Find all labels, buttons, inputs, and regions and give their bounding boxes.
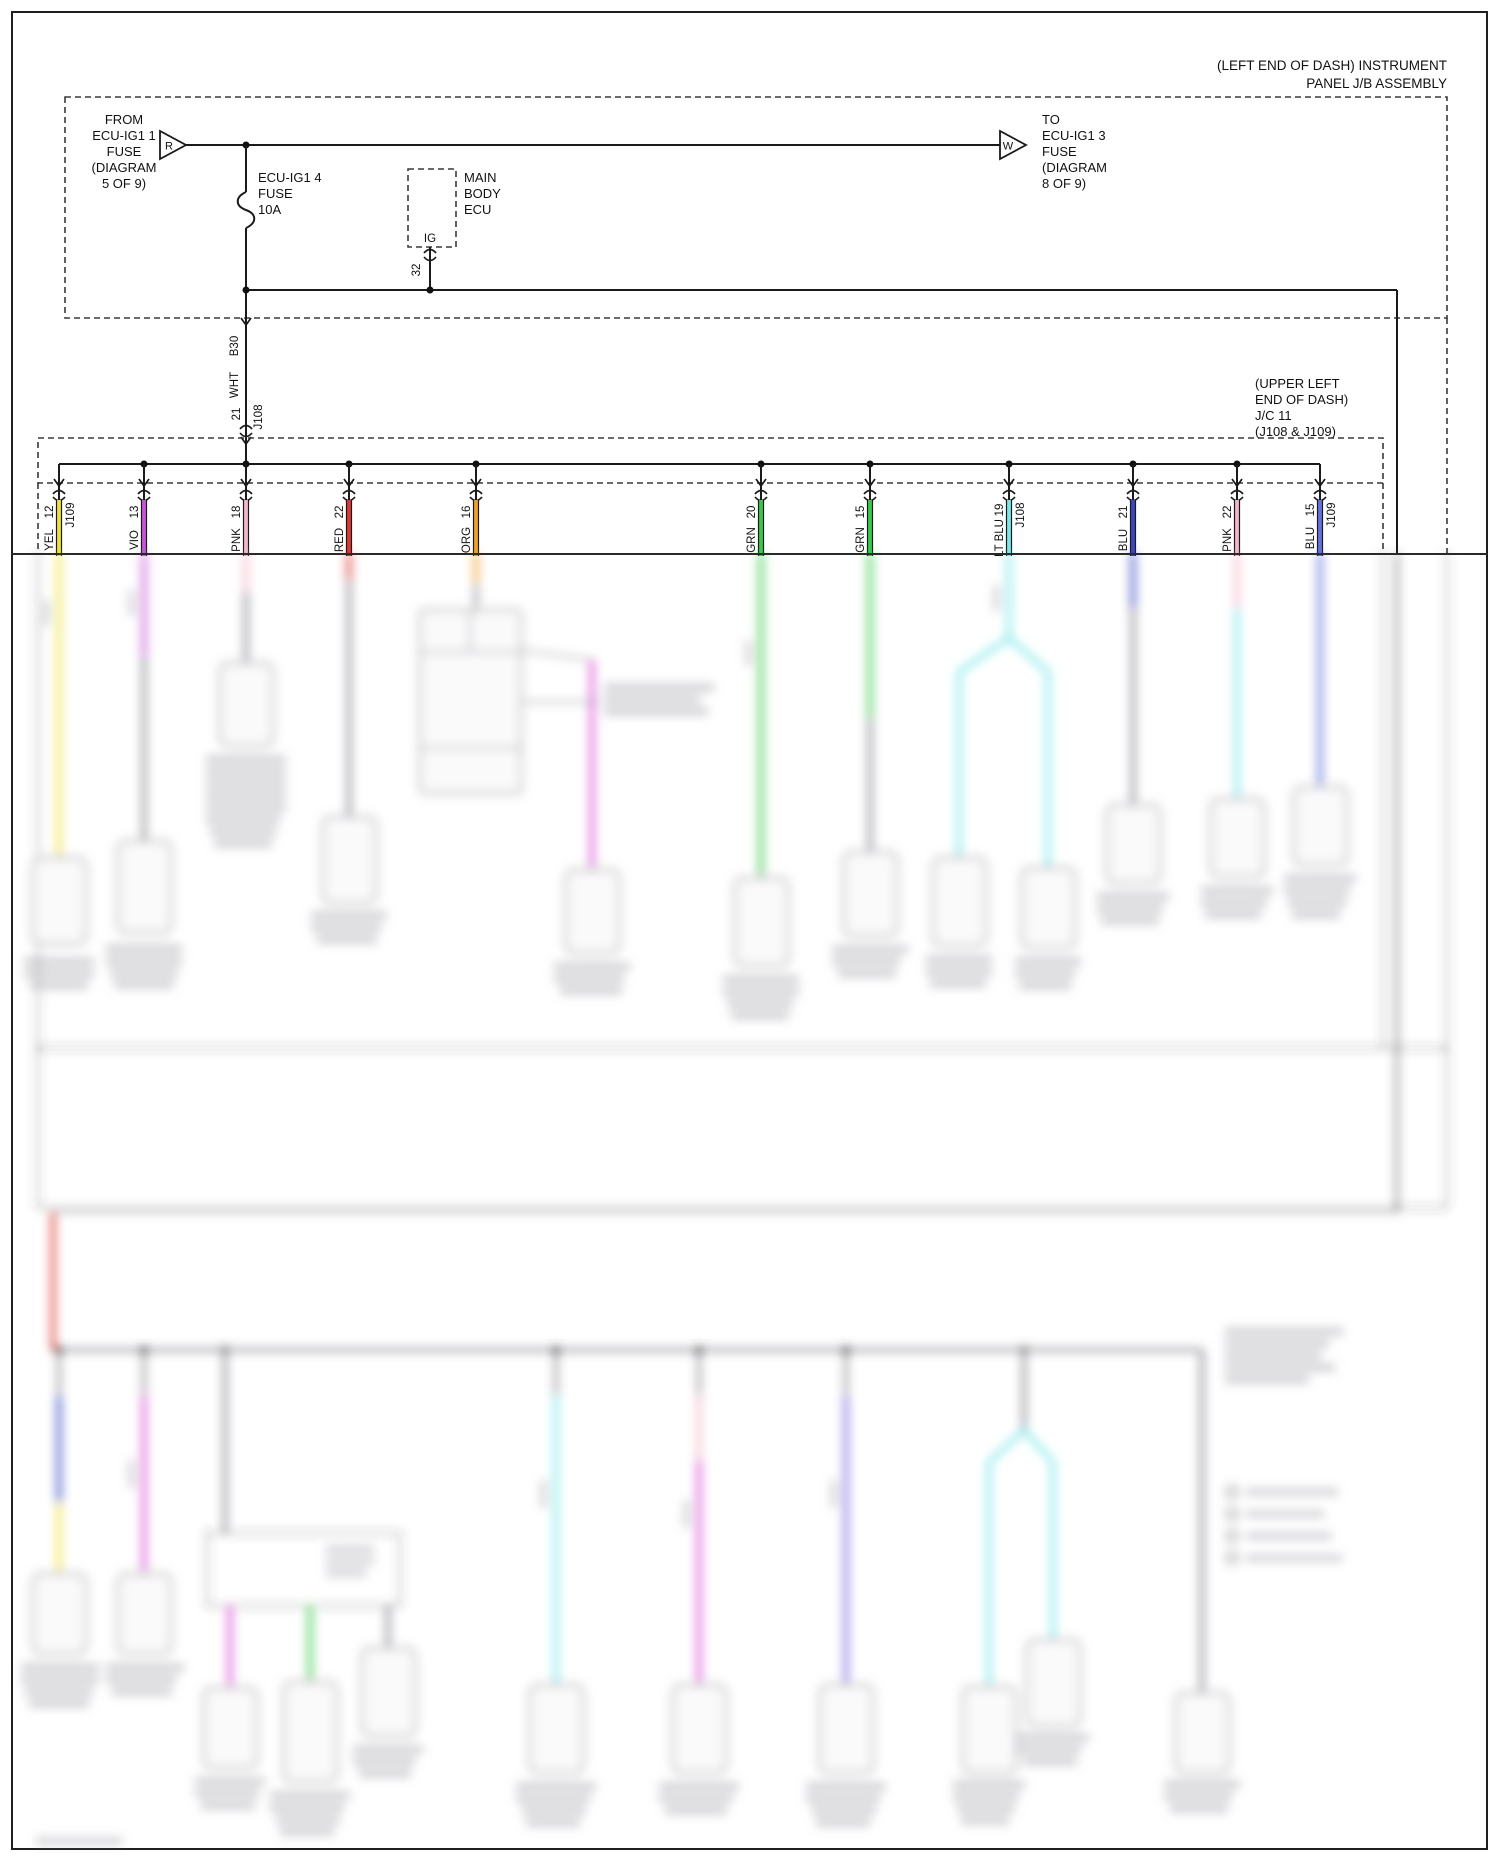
drop-connector: J108	[1015, 503, 1027, 528]
jc11-line2: END OF DASH)	[1255, 392, 1348, 407]
blurred-components-upper	[32, 662, 1348, 967]
drop-pin: 15	[855, 506, 867, 519]
to-line2: ECU-IG1 3	[1042, 128, 1106, 143]
blurred-watermark	[36, 1838, 122, 1844]
ecu-name-label: MAIN BODY ECU	[464, 170, 501, 217]
jc11-line4: (J108 & J109)	[1255, 424, 1336, 439]
to-fuse-label: TO ECU-IG1 3 FUSE (DIAGRAM 8 OF 9)	[1042, 112, 1107, 191]
drop-pin: 12	[44, 506, 56, 519]
exit-arrow	[240, 317, 252, 327]
blurred-text-lower	[21, 1460, 1240, 1835]
jc-drop-7: 15 GRN	[855, 463, 877, 556]
drop-color: RED	[334, 528, 346, 552]
blurred-wires-lower	[56, 1350, 1205, 1693]
to-line5: 8 OF 9)	[1042, 176, 1086, 191]
fuse-line3: 10A	[258, 202, 281, 217]
jc-drop-2: 13 VIO	[129, 463, 151, 556]
jc-drop-6: 20 GRN	[746, 463, 768, 556]
drop-color: VIO	[129, 530, 141, 550]
from-line4: (DIAGRAM	[92, 160, 157, 175]
entry-arrow	[240, 436, 252, 446]
jc-drop-1: 12 J109 YEL	[44, 463, 77, 556]
drop-pin: 13	[129, 506, 141, 519]
upper-circuit-section: (LEFT END OF DASH) INSTRUMENT PANEL J/B …	[37, 58, 1448, 557]
ecu-line3: ECU	[464, 202, 491, 217]
drop-pin: 18	[231, 506, 243, 519]
from-line1: FROM	[105, 112, 143, 127]
flow-triangle-r-letter: R	[165, 141, 173, 153]
blurred-lower-diagram	[21, 553, 1448, 1844]
blurred-legend-list	[1225, 1485, 1342, 1565]
feed-connector-name: J108	[253, 405, 265, 430]
ecu-pin-number: 32	[411, 264, 423, 277]
drop-connector: J109	[1326, 503, 1338, 528]
main-body-ecu-dashed-box	[407, 168, 457, 248]
drop-color: PNK	[1222, 528, 1234, 552]
junction-dot	[426, 286, 434, 294]
fuse-symbol	[236, 191, 256, 229]
blurred-text-upper	[24, 585, 1356, 1019]
from-line5: 5 OF 9)	[102, 176, 146, 191]
page-border	[11, 11, 1488, 1850]
jc-drop-9: 21 BLU	[1118, 463, 1140, 556]
blurred-wires-upper	[56, 553, 1323, 878]
jc11-line1: (UPPER LEFT	[1255, 376, 1340, 391]
from-fuse-label: FROM ECU-IG1 1 FUSE (DIAGRAM 5 OF 9)	[92, 112, 157, 191]
drop-connector: J109	[65, 503, 77, 528]
blurred-components-lower	[32, 1573, 1230, 1783]
drop-color: YEL	[44, 529, 56, 551]
jc11-line3: J/C 11	[1255, 408, 1292, 423]
jc-drop-5: 16 ORG	[461, 463, 483, 556]
blurred-annotation-block	[1225, 1328, 1343, 1383]
feed-circuit-label: B30	[229, 336, 241, 356]
feed-pin-number: 21	[231, 408, 243, 421]
drop-color: GRN	[746, 527, 758, 553]
drop-color: BLU	[1305, 527, 1317, 549]
blurred-dashed-frames	[37, 553, 1448, 1607]
drop-color: BLU	[1118, 529, 1130, 551]
blurred-structure-wires	[50, 553, 1399, 1354]
ecu-line2: BODY	[464, 186, 501, 201]
junction-dot	[242, 286, 250, 294]
flow-triangle-r	[159, 129, 188, 161]
drop-pin: 21	[1118, 506, 1130, 519]
jc-drop-3: 18 PNK	[231, 463, 253, 556]
drop-pin: 19	[994, 504, 1006, 517]
fuse-line1: ECU-IG1 4	[258, 170, 322, 185]
to-line4: (DIAGRAM	[1042, 160, 1107, 175]
drop-pin: 22	[1222, 506, 1234, 519]
drop-color: PNK	[231, 528, 243, 552]
drop-pin: 22	[334, 506, 346, 519]
jb-assembly-dashed-box	[64, 96, 1448, 319]
jc-drop-10: 22 PNK	[1222, 463, 1244, 556]
jc-drop-11: 15 J109 BLU	[1305, 463, 1338, 556]
jc11-label: (UPPER LEFT END OF DASH) J/C 11 (J108 & …	[1255, 376, 1348, 439]
flow-triangle-w-letter: W	[1003, 141, 1014, 153]
from-line3: FUSE	[107, 144, 142, 159]
ecu-ig-pin-label: IG	[424, 233, 436, 245]
drop-color: ORG	[461, 527, 473, 553]
to-line3: FUSE	[1042, 144, 1077, 159]
to-line1: TO	[1042, 112, 1060, 127]
ecu-line1: MAIN	[464, 170, 497, 185]
feed-color-label: WHT	[229, 372, 241, 398]
blurred-relay-block	[419, 609, 522, 794]
drop-pin: 16	[461, 506, 473, 519]
flow-triangle-w	[999, 129, 1028, 161]
drop-color: LT BLU	[994, 519, 1006, 557]
assembly-header-line1: (LEFT END OF DASH) INSTRUMENT	[1217, 58, 1447, 73]
fuse-line2: FUSE	[258, 186, 293, 201]
fuse-label: ECU-IG1 4 FUSE 10A	[258, 170, 322, 217]
from-line2: ECU-IG1 1	[92, 128, 156, 143]
jc11-dashed-box	[37, 437, 1384, 484]
jc-drop-8: 19 J108 LT BLU	[994, 463, 1027, 557]
drop-pin: 15	[1305, 504, 1317, 517]
jc-drop-4: 22 RED	[334, 463, 356, 556]
drop-color: GRN	[855, 527, 867, 553]
drop-pin: 20	[746, 506, 758, 519]
assembly-header-line2: PANEL J/B ASSEMBLY	[1306, 76, 1447, 91]
